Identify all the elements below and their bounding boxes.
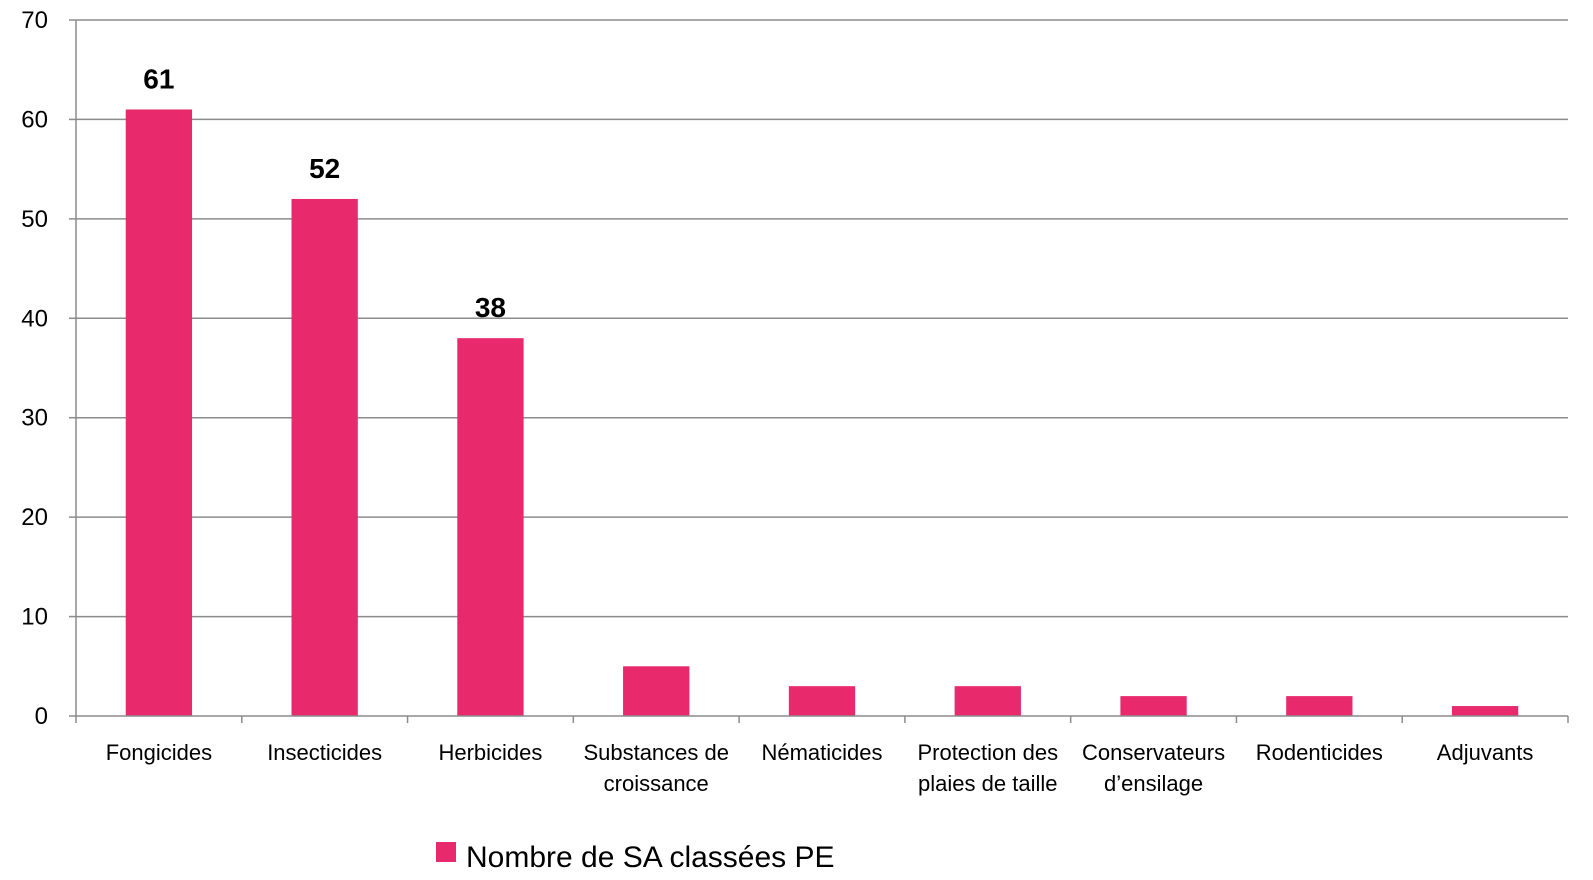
data-label: 52	[309, 153, 340, 184]
x-category-label: Herbicides	[438, 740, 542, 765]
legend: Nombre de SA classées PE	[436, 841, 835, 874]
x-axis: Fongicides Insecticides Herbicides Substanc…	[75, 715, 1569, 796]
bar	[291, 198, 358, 716]
y-tick-label: 70	[21, 7, 48, 34]
x-category-label: Insecticides	[267, 740, 382, 765]
bar	[457, 338, 524, 716]
bar	[623, 666, 690, 716]
data-label: 61	[143, 63, 174, 94]
y-tick-label: 40	[21, 305, 48, 332]
bar	[954, 686, 1021, 716]
x-category-label: Protection des plaies de taille	[917, 740, 1058, 796]
y-tick-label: 20	[21, 504, 48, 531]
bar	[788, 686, 856, 716]
y-tick-label: 30	[21, 405, 48, 432]
y-tick-label: 60	[21, 106, 48, 133]
x-category-label: Conservateurs d’ensilage	[1082, 740, 1225, 796]
y-tick-label: 50	[21, 206, 48, 233]
y-tick-label: 10	[21, 604, 48, 631]
x-category-label: Nématicides	[761, 740, 882, 765]
y-tick-label: 0	[35, 703, 48, 730]
x-category-label: Substances de croissance	[583, 740, 729, 796]
bars	[125, 109, 1519, 716]
data-label: 38	[475, 292, 506, 323]
bar	[1451, 706, 1519, 716]
legend-label: Nombre de SA classées PE	[466, 841, 835, 874]
bar	[1286, 696, 1353, 716]
x-category-label: Rodenticides	[1256, 740, 1383, 765]
bar	[1120, 696, 1187, 716]
y-axis: 0 10 20 30 40 50 60 70	[21, 7, 77, 730]
bar	[125, 109, 193, 716]
x-category-label: Adjuvants	[1437, 740, 1534, 765]
legend-swatch	[436, 842, 456, 862]
x-category-label: Fongicides	[106, 740, 212, 765]
data-labels: 61 52 38	[143, 63, 506, 323]
